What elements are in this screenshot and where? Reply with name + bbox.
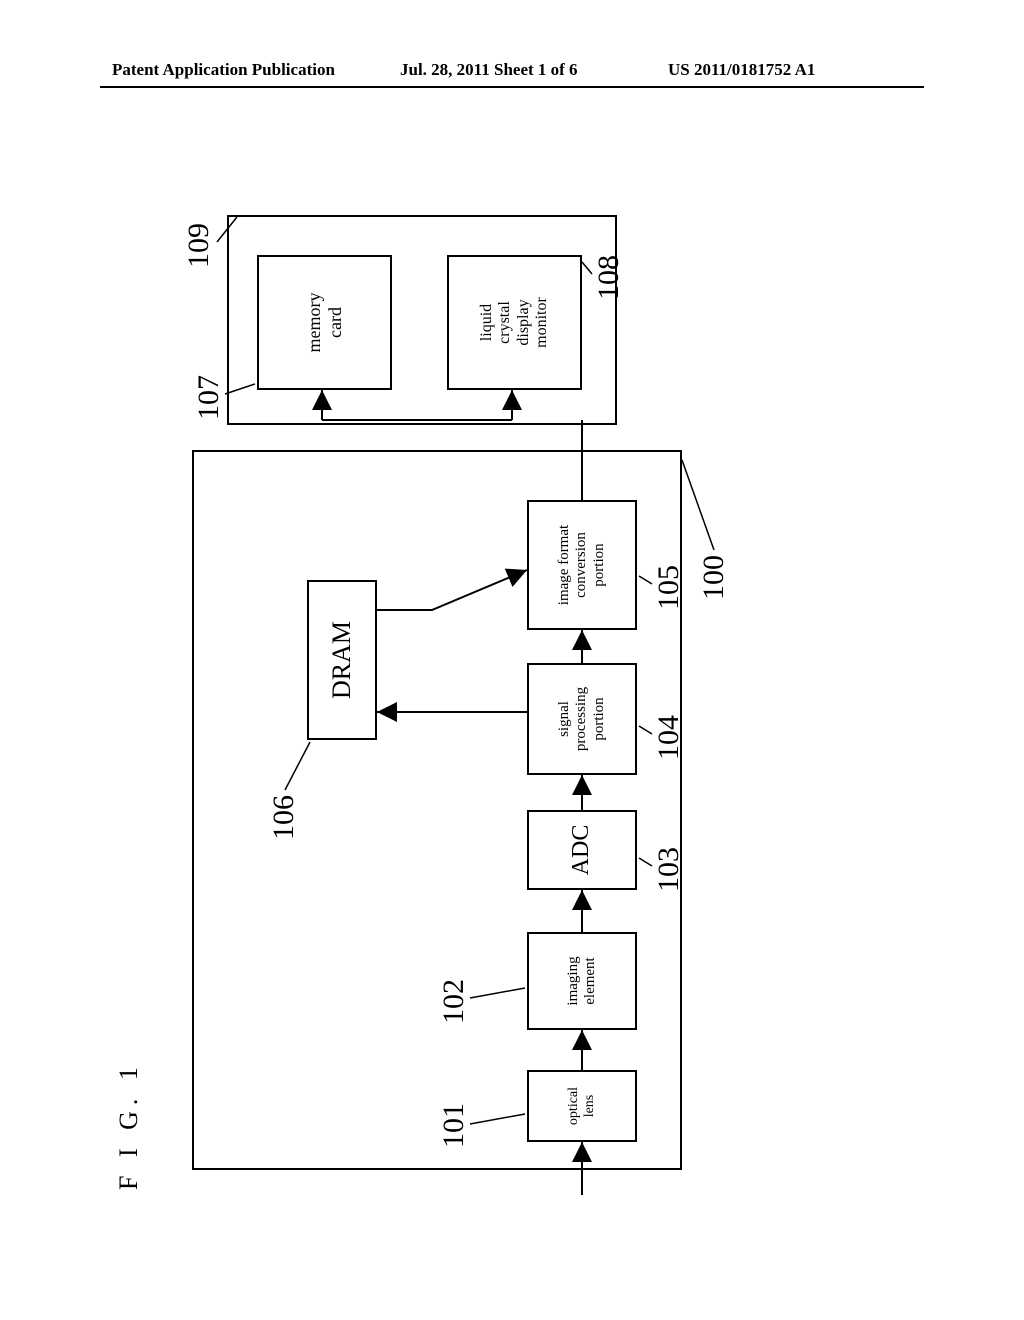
header-mid-text: Jul. 28, 2011 Sheet 1 of 6 xyxy=(400,60,578,80)
header-right-text: US 2011/0181752 A1 xyxy=(668,60,815,80)
header-left-text: Patent Application Publication xyxy=(112,60,335,80)
arrows-layer xyxy=(132,200,902,1190)
header-rule xyxy=(100,86,924,88)
figure-1-diagram: F I G. 1 100 109 optical lens 101 imagin… xyxy=(132,200,902,1190)
